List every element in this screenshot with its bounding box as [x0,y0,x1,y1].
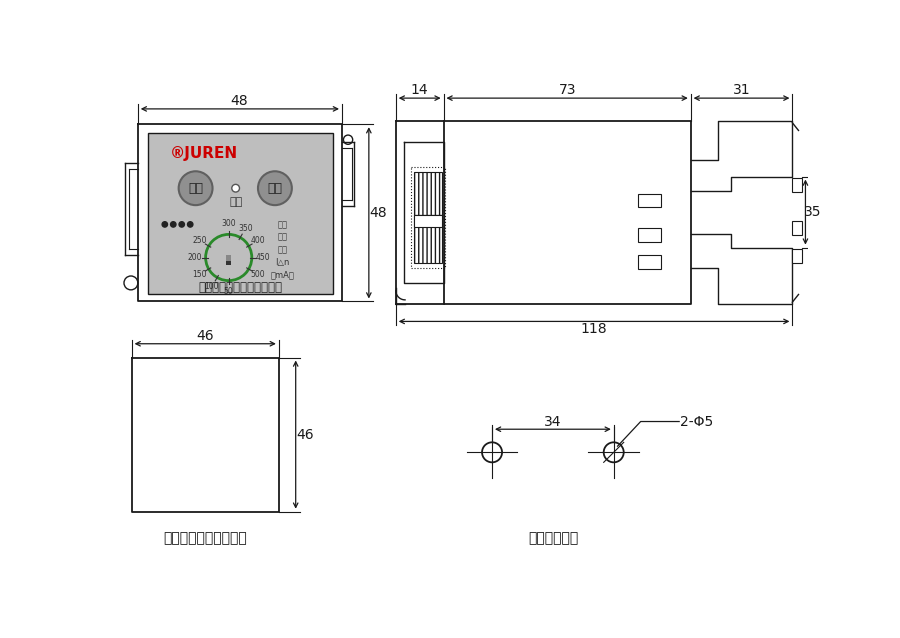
Circle shape [171,222,176,227]
Text: 450: 450 [256,253,270,262]
Text: 动作: 动作 [229,197,242,207]
Bar [414,215,442,263]
Text: 500: 500 [251,270,266,279]
Text: 34: 34 [544,415,562,429]
Bar [638,193,662,207]
Text: 350: 350 [238,224,253,233]
Text: 200: 200 [187,253,202,262]
Text: 118: 118 [580,322,608,336]
Circle shape [179,222,184,227]
Text: 固定式尺小图: 固定式尺小图 [528,531,579,545]
Text: 漏电
动作
电流
I△n
（mA）: 漏电 动作 电流 I△n （mA） [271,220,294,279]
Text: 试验: 试验 [267,182,283,195]
Circle shape [232,184,239,192]
Text: 46: 46 [296,427,314,441]
Text: 46: 46 [196,329,214,343]
Polygon shape [148,133,333,295]
Text: 250: 250 [192,236,207,245]
Text: 73: 73 [558,84,576,98]
Circle shape [179,171,212,205]
Bar [227,258,231,265]
Text: 上海聚仁电力科技有限公司: 上海聚仁电力科技有限公司 [198,281,283,294]
Circle shape [162,222,167,227]
Bar [792,178,802,192]
Text: 150: 150 [192,270,207,279]
Text: 复位: 复位 [188,182,203,195]
Text: 48: 48 [230,94,248,108]
Circle shape [187,222,193,227]
Text: 48: 48 [369,206,387,220]
Circle shape [258,171,292,205]
Text: ®JUREN: ®JUREN [170,146,238,161]
Text: 35: 35 [805,205,822,219]
Bar [414,215,442,226]
Text: 2-Φ5: 2-Φ5 [680,415,713,429]
Text: 100: 100 [204,283,219,292]
Text: 31: 31 [733,84,751,98]
Bar [792,249,802,263]
Bar [638,228,662,242]
Bar [638,255,662,269]
Bar [792,221,802,235]
Text: 300: 300 [221,219,236,228]
Text: 嵌入式面板开孔尺小图: 嵌入式面板开孔尺小图 [164,531,248,545]
Text: 50: 50 [224,287,234,296]
Text: 14: 14 [411,84,428,98]
Text: 400: 400 [251,236,266,245]
Bar [227,255,231,262]
Bar [414,172,442,215]
